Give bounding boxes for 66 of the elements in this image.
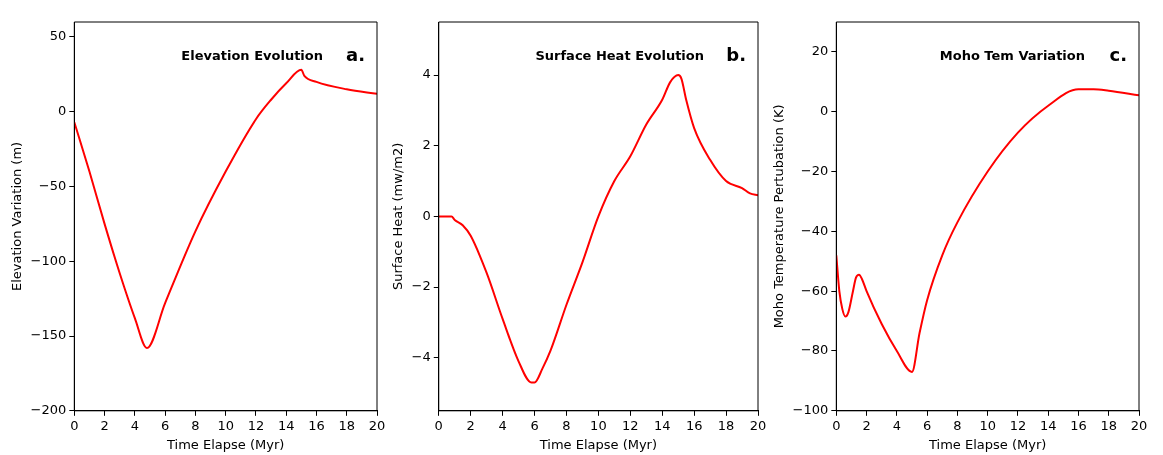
y-axis-title: Moho Temperature Pertubation (K) (771, 104, 787, 329)
y-tick-label: 50 (49, 28, 67, 44)
x-tick-label: 18 (338, 417, 355, 433)
x-tick-label: 16 (308, 417, 325, 433)
y-tick-label: −80 (800, 342, 829, 358)
x-axis-title: Time Elapse (Myr) (538, 436, 658, 452)
y-tick-label: −4 (411, 349, 431, 365)
x-tick-label: 16 (685, 417, 703, 433)
text: Surface Heat Evolution (535, 48, 704, 64)
x-tick-label: 16 (1070, 417, 1087, 433)
x-tick-label: 2 (862, 417, 871, 433)
y-tick-label: 4 (422, 66, 431, 82)
x-tick-label: 18 (1100, 417, 1117, 433)
y-tick-label: −20 (800, 162, 829, 178)
x-axis-title: Time Elapse (Myr) (166, 436, 285, 452)
x-tick-label: 10 (217, 417, 234, 433)
y-tick-label: 0 (58, 103, 67, 119)
x-tick-label: 18 (717, 417, 735, 433)
x-tick-label: 20 (368, 417, 386, 433)
y-tick-label: −150 (30, 327, 67, 343)
x-tick-label: 10 (979, 417, 996, 433)
x-tick-label: 20 (1130, 417, 1148, 433)
x-tick-label: 4 (498, 417, 507, 433)
y-tick-label: −100 (792, 402, 829, 418)
annotation: b. (726, 43, 746, 65)
y-tick-label: −60 (800, 282, 829, 298)
x-axis-title: Time Elapse (Myr) (928, 436, 1047, 452)
x-tick-label: 12 (622, 417, 639, 433)
line-series (836, 88, 1139, 373)
text: Elevation Evolution (181, 48, 323, 64)
x-tick-label: 6 (530, 417, 539, 433)
x-tick-label: 0 (70, 417, 79, 433)
y-tick-label: 20 (811, 43, 829, 59)
y-tick-label: −40 (800, 222, 829, 238)
x-tick-label: 2 (100, 417, 109, 433)
x-tick-label: 0 (434, 417, 443, 433)
x-tick-label: 14 (1039, 417, 1057, 433)
x-tick-label: 8 (191, 417, 200, 433)
x-tick-label: 6 (160, 417, 170, 433)
x-tick-label: 14 (653, 417, 671, 433)
y-tick-label: 2 (422, 137, 431, 153)
line-series (74, 68, 377, 349)
y-tick-label: 0 (820, 103, 829, 119)
line-series (438, 74, 758, 384)
x-tick-label: 8 (562, 417, 571, 433)
text: Moho Tem Variation (939, 48, 1085, 64)
x-tick-label: 6 (922, 417, 932, 433)
y-axis-title: Surface Heat (mw/m2) (390, 142, 406, 291)
y-axis-title: Elevation Variation (m) (9, 141, 25, 291)
y-tick-label: −100 (30, 252, 67, 268)
x-tick-label: 2 (466, 417, 475, 433)
x-tick-label: 20 (749, 417, 767, 433)
x-tick-label: 10 (590, 417, 607, 433)
y-tick-label: −2 (411, 278, 431, 294)
y-tick-label: −200 (30, 402, 67, 418)
x-tick-label: 12 (247, 417, 265, 433)
x-tick-label: 12 (1009, 417, 1027, 433)
x-tick-label: 14 (277, 417, 295, 433)
y-tick-label: 0 (422, 207, 431, 223)
x-tick-label: 4 (130, 417, 139, 433)
x-tick-label: 8 (953, 417, 962, 433)
annotation: a. (346, 43, 365, 65)
y-tick-label: −50 (38, 177, 67, 193)
x-tick-label: 0 (832, 417, 841, 433)
x-tick-label: 4 (892, 417, 901, 433)
annotation: c. (1109, 43, 1127, 65)
